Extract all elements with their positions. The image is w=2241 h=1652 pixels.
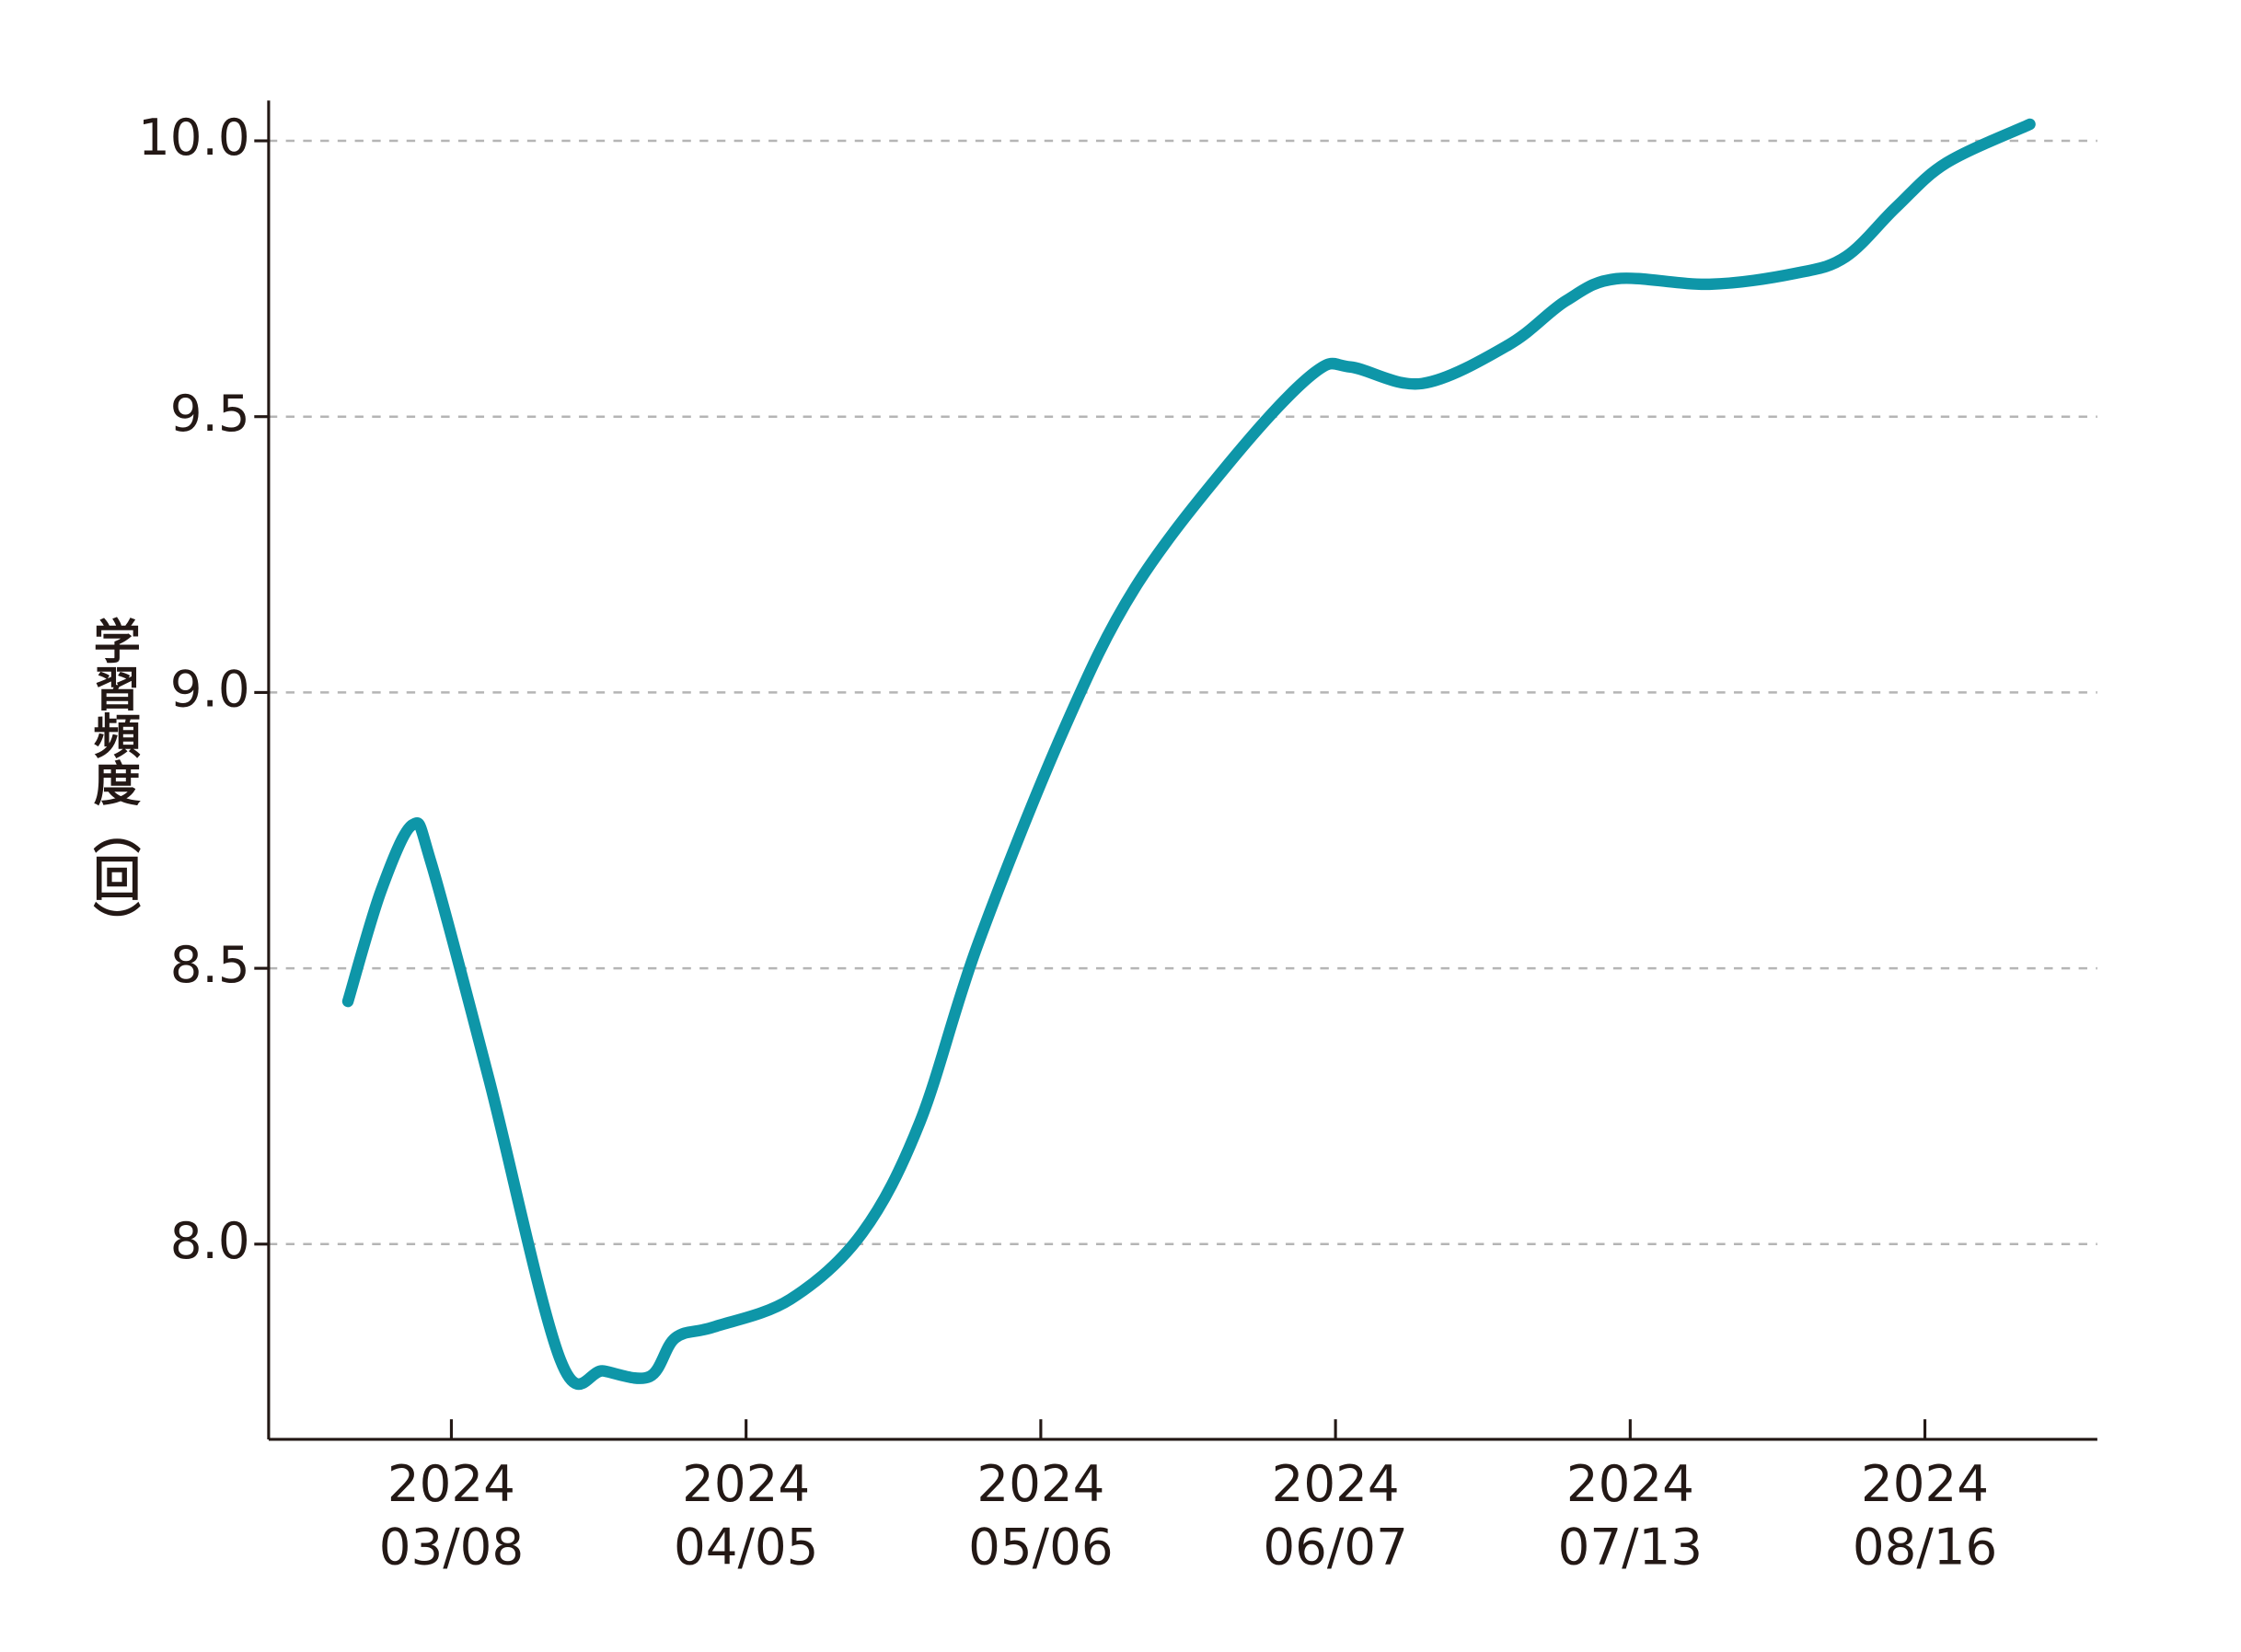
y-tick-label: 9.5 (170, 384, 250, 443)
x-tick-label: 2024 08/16 (1853, 1454, 1997, 1576)
data-line (341, 118, 2036, 1391)
y-axis-label: 学習頻度（回） (85, 617, 141, 948)
x-tick-label: 2024 06/07 (1263, 1454, 1407, 1576)
x-tick-label: 2024 03/08 (379, 1454, 524, 1576)
x-tick-label: 2024 05/06 (968, 1454, 1113, 1576)
x-tick-label: 2024 07/13 (1558, 1454, 1703, 1576)
y-tick-label: 8.0 (170, 1211, 250, 1270)
y-tick-label: 9.0 (170, 660, 250, 719)
y-tick-label: 10.0 (138, 108, 250, 167)
x-tick-label: 2024 04/05 (674, 1454, 818, 1576)
y-tick-label: 8.5 (170, 935, 250, 994)
